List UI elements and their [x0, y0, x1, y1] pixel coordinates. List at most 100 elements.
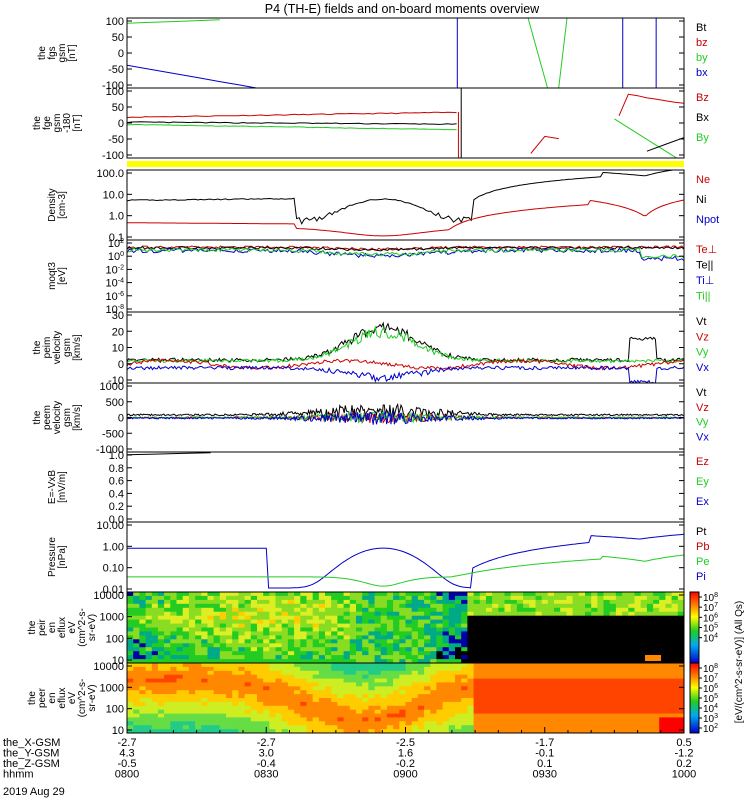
- heatmap-cell: [547, 686, 555, 691]
- heatmap-cell: [547, 659, 555, 663]
- heatmap-cell: [424, 674, 431, 680]
- heatmap-cell: [195, 599, 202, 605]
- heatmap-cell: [374, 701, 382, 707]
- heatmap-cell: [603, 655, 611, 660]
- heatmap-cell: [516, 631, 524, 636]
- heatmap-cell: [145, 639, 153, 644]
- heatmap-cell: [473, 611, 481, 617]
- heatmap-cell: [535, 717, 543, 722]
- heatmap-cell: [151, 725, 159, 730]
- heatmap-cell: [182, 635, 190, 640]
- heatmap-cell: [238, 678, 246, 684]
- heatmap-cell: [436, 631, 444, 636]
- heatmap-cell: [566, 701, 574, 707]
- y-axis-label: [nT]: [67, 44, 78, 61]
- heatmap-cell: [436, 655, 444, 660]
- heatmap-cell: [380, 690, 388, 695]
- heatmap-cell: [498, 682, 506, 687]
- heatmap-cell: [448, 599, 456, 605]
- heatmap-cell: [523, 615, 530, 621]
- heatmap-cell: [578, 643, 586, 648]
- heatmap-cell: [331, 595, 338, 601]
- heatmap-cell: [566, 603, 574, 609]
- heatmap-cell: [541, 639, 549, 644]
- heatmap-cell: [201, 678, 209, 684]
- y-tick-label: 0.1: [109, 232, 124, 244]
- heatmap-cell: [393, 611, 400, 617]
- heatmap-cell: [269, 682, 277, 687]
- heatmap-cell: [628, 670, 636, 676]
- heatmap-cell: [510, 713, 518, 719]
- heatmap-cell: [473, 639, 481, 644]
- panel-plot-area: [127, 592, 684, 663]
- heatmap-cell: [572, 682, 580, 687]
- heatmap-cell: [405, 698, 413, 703]
- heatmap-cell: [430, 643, 438, 648]
- heatmap-cell: [393, 627, 400, 632]
- heatmap-cell: [671, 639, 679, 644]
- heatmap-cell: [417, 643, 425, 648]
- heatmap-cell: [281, 659, 289, 663]
- heatmap-cell: [257, 659, 264, 663]
- heatmap-cell: [164, 705, 171, 711]
- heatmap-cell: [436, 690, 444, 695]
- heatmap-cell: [504, 709, 512, 715]
- heatmap-cell: [671, 725, 679, 730]
- heatmap-cell: [219, 694, 227, 699]
- heatmap-cell: [176, 627, 184, 632]
- heatmap-cell: [238, 615, 246, 621]
- heatmap-cell: [213, 619, 221, 625]
- heatmap-cell: [294, 729, 301, 733]
- heatmap-cell: [529, 709, 537, 715]
- heatmap-cell: [405, 655, 413, 660]
- heatmap-cell: [640, 619, 648, 625]
- heatmap-cell: [541, 694, 549, 699]
- heatmap-cell: [399, 595, 407, 601]
- heatmap-cell: [510, 705, 518, 711]
- heatmap-cell: [325, 663, 332, 668]
- heatmap-cell: [170, 639, 178, 644]
- heatmap-cell: [646, 690, 654, 695]
- heatmap-cell: [300, 678, 308, 684]
- heatmap-cell: [157, 717, 165, 722]
- heatmap-cell: [467, 611, 475, 617]
- heatmap-cell: [479, 698, 487, 703]
- heatmap-cell: [164, 615, 171, 621]
- heatmap-cell: [405, 659, 413, 663]
- heatmap-cell: [238, 603, 246, 609]
- heatmap-cell: [306, 639, 314, 644]
- heatmap-cell: [325, 701, 332, 707]
- heatmap-cell: [659, 615, 666, 621]
- heatmap-cell: [634, 709, 642, 715]
- heatmap-cell: [380, 635, 388, 640]
- heatmap-cell: [318, 705, 326, 711]
- heatmap-cell: [554, 639, 561, 644]
- heatmap-cell: [671, 592, 679, 597]
- heatmap-cell: [257, 674, 264, 680]
- heatmap-cell: [455, 682, 462, 687]
- heatmap-cell: [287, 690, 295, 695]
- panel-plot-area: [127, 245, 684, 262]
- heatmap-cell: [306, 595, 314, 601]
- heatmap-cell: [523, 643, 530, 648]
- heatmap-cell: [535, 678, 543, 684]
- y-axis-label: [nPa]: [57, 545, 68, 569]
- heatmap-cell: [554, 670, 561, 676]
- panel-frame: [126, 451, 685, 523]
- heatmap-cell: [232, 595, 239, 601]
- heatmap-cell: [312, 674, 320, 680]
- heatmap-cell: [182, 619, 190, 625]
- heatmap-cell: [139, 623, 147, 629]
- heatmap-cell: [349, 729, 357, 733]
- heatmap-cell: [677, 615, 684, 621]
- heatmap-cell: [541, 682, 549, 687]
- heatmap-cell: [486, 694, 493, 699]
- heatmap-cell: [479, 666, 487, 672]
- heatmap-cell: [591, 717, 598, 722]
- heatmap-cell: [386, 670, 394, 676]
- heatmap-cell: [417, 619, 425, 625]
- heatmap-cell: [257, 717, 264, 722]
- heatmap-cell: [182, 701, 190, 707]
- heatmap-cell: [492, 592, 499, 597]
- heatmap-cell: [250, 643, 258, 648]
